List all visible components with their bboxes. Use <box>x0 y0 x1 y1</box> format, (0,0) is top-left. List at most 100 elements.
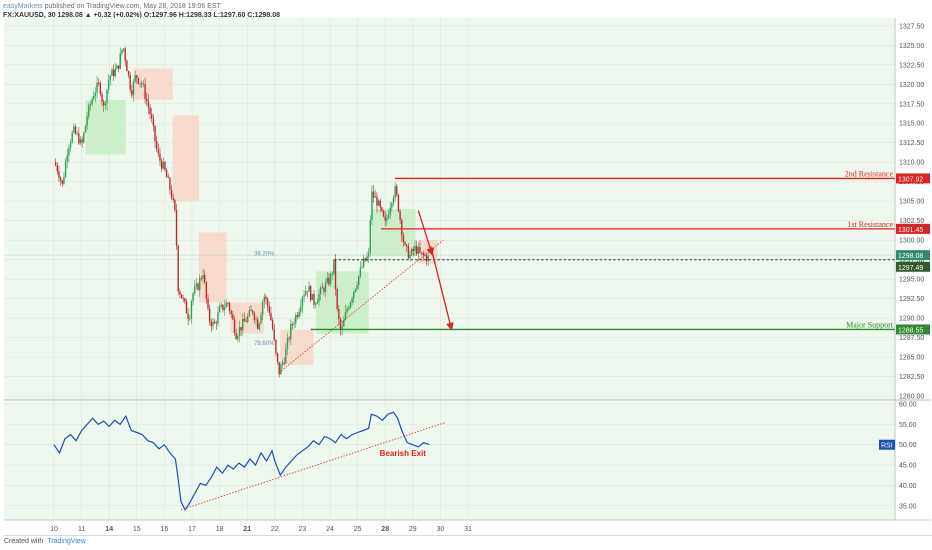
time-tick-label: 22 <box>271 526 279 533</box>
rsi-tick-label: 55.00 <box>899 422 917 429</box>
candle-down <box>275 340 277 354</box>
time-tick-label: 29 <box>409 526 417 533</box>
candle-down <box>207 298 209 309</box>
published-line: published on TradingView.com, May 28, 20… <box>44 3 221 10</box>
candle-up <box>238 327 241 336</box>
price-tick-label: 1312.50 <box>899 140 924 147</box>
candle-down <box>339 319 342 330</box>
candle-up <box>202 275 204 279</box>
candle-up <box>132 81 135 96</box>
candle-up <box>217 312 219 324</box>
candle-down <box>243 318 246 322</box>
candle-up <box>83 132 85 143</box>
level-price-badge-background <box>896 223 930 234</box>
candle-down <box>309 286 312 301</box>
candle-down <box>155 141 158 150</box>
time-tick-label: 11 <box>78 526 85 533</box>
candle-up <box>300 306 302 312</box>
price-tick-label: 1310.00 <box>899 160 924 167</box>
time-tick-label: 31 <box>464 526 472 533</box>
candle-up <box>89 104 92 106</box>
candle-down <box>313 293 315 305</box>
rsi-pane-background <box>4 402 895 520</box>
candle-up <box>114 69 116 77</box>
candle-up <box>387 214 390 218</box>
candle-up <box>362 258 365 267</box>
cloud-segment <box>172 115 199 202</box>
publisher-name[interactable]: easyMarkets <box>3 3 43 10</box>
candle-down <box>404 242 406 245</box>
candle-up <box>394 186 396 198</box>
candle-up <box>96 82 98 93</box>
time-tick-label: 30 <box>437 526 445 533</box>
candle-down <box>197 283 199 290</box>
candle-down <box>180 294 183 299</box>
candle-up <box>311 293 314 301</box>
candle-up <box>258 323 261 329</box>
candle-up <box>248 310 251 316</box>
candle-down <box>406 244 408 246</box>
candle-down <box>112 69 115 77</box>
candle-up <box>367 252 370 257</box>
candle-down <box>412 248 415 251</box>
time-tick-label: 16 <box>161 526 169 533</box>
candle-down <box>419 247 421 253</box>
candle-down <box>54 162 57 166</box>
candle-up <box>333 259 335 274</box>
candle-down <box>253 313 256 320</box>
candle-down <box>233 319 236 333</box>
candle-up <box>409 254 411 259</box>
price-tick-label: 1327.50 <box>899 23 924 30</box>
candle-up <box>343 320 345 327</box>
price-tick-label: 1322.50 <box>899 62 924 69</box>
created-with-label: Created with <box>4 538 44 545</box>
candle-down <box>384 216 386 221</box>
candle-up <box>386 217 388 221</box>
candle-up <box>121 50 123 54</box>
candle-up <box>358 275 360 286</box>
tradingview-logo-text[interactable]: TradingView <box>47 538 86 545</box>
time-tick-label: 17 <box>188 526 196 533</box>
time-tick-label: 28 <box>381 526 389 533</box>
price-tick-label: 1295.00 <box>899 277 924 284</box>
candle-down <box>102 101 105 106</box>
symbol-line: FX:XAUUSD, 30 1298.08 ▲ +0.32 (+0.02%) O… <box>3 12 280 19</box>
candle-up <box>280 364 282 375</box>
candle-down <box>425 255 428 262</box>
candle-down <box>273 329 275 341</box>
candle-up <box>286 338 289 349</box>
candle-down <box>401 219 403 236</box>
candle-up <box>86 116 88 126</box>
price-tick-label: 1292.50 <box>899 296 924 303</box>
candle-down <box>215 323 217 324</box>
candle-down <box>59 177 62 181</box>
candle-up <box>290 324 292 339</box>
price-tick-label: 1317.50 <box>899 101 924 108</box>
candle-down <box>182 298 184 299</box>
chart-header: easyMarkets published on TradingView.com… <box>3 2 280 20</box>
candle-up <box>427 256 429 262</box>
candle-down <box>376 196 378 206</box>
candle-up <box>68 147 70 156</box>
candle-up <box>194 286 196 294</box>
candle-up <box>316 301 319 304</box>
candle-up <box>349 302 352 308</box>
candle-down <box>126 60 128 72</box>
candle-down <box>208 308 211 322</box>
candle-up <box>341 326 343 330</box>
candle-down <box>372 191 375 198</box>
candle-up <box>295 314 297 324</box>
candle-up <box>73 126 75 133</box>
candle-down <box>232 314 234 320</box>
candle-down <box>256 319 259 329</box>
candle-up <box>111 69 113 76</box>
candle-up <box>324 282 327 292</box>
ascending-trendline <box>278 239 444 374</box>
price-chart[interactable]: 38.20% 78.60% 2nd Resistance 1st Resistance… <box>0 0 932 536</box>
price-tick-label: 1325.00 <box>899 43 924 50</box>
candle-up <box>104 103 107 106</box>
rsi-tick-label: 40.00 <box>899 483 917 490</box>
candle-up <box>417 247 420 254</box>
candle-up <box>356 285 358 289</box>
candle-down <box>266 299 269 307</box>
